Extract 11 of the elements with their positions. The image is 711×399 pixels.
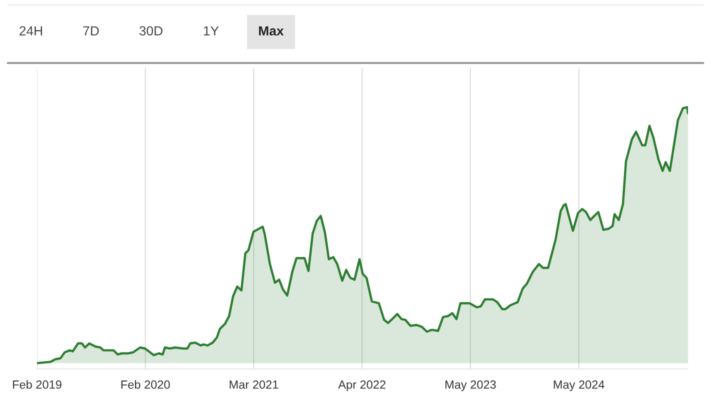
x-tick-label: Feb 2020	[121, 380, 170, 389]
x-tick-label: May 2023	[445, 380, 496, 392]
text: 24H	[20, 26, 42, 36]
x-tick-label: Mar 2021	[230, 380, 278, 389]
text: 7D	[83, 26, 99, 36]
text: Max	[259, 26, 284, 36]
x-tick-label: May 2024	[554, 380, 604, 392]
text: 1Y	[204, 26, 219, 36]
text: 30D	[139, 26, 162, 36]
x-tick-label: Apr 2022	[338, 380, 386, 392]
x-tick-label: Feb 2019	[13, 380, 62, 389]
